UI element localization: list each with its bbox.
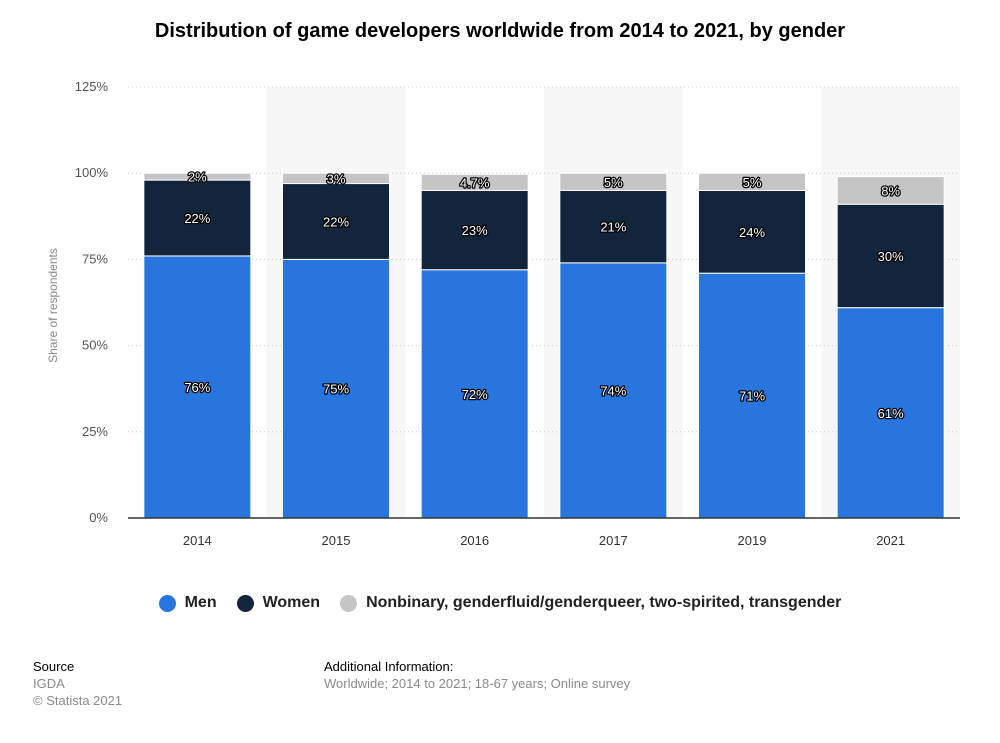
bar-segment-2017-nonbinary xyxy=(559,172,668,191)
data-label: 23% xyxy=(462,223,488,238)
bar-segment-2014-women xyxy=(143,179,252,257)
chart-legend: Men Women Nonbinary, genderfluid/genderq… xyxy=(0,594,1000,612)
bar-segment-2017-women xyxy=(559,189,668,264)
bar-segment-2016-women xyxy=(420,189,529,271)
x-tick-label: 2015 xyxy=(322,533,351,548)
y-tick-label: 125% xyxy=(75,79,109,94)
data-label: 74% xyxy=(600,383,626,398)
source-heading: Source xyxy=(33,659,75,674)
legend-marker-women xyxy=(236,594,254,612)
bar-segment-2016-men xyxy=(420,269,529,519)
data-label: 61% xyxy=(878,406,904,421)
bar-segment-2021-men xyxy=(836,307,945,519)
x-tick-label: 2017 xyxy=(599,533,628,548)
source-name: IGDA xyxy=(33,676,65,691)
legend-marker-nonbinary xyxy=(340,594,358,612)
data-label: 71% xyxy=(739,389,765,404)
x-tick-label: 2019 xyxy=(738,533,767,548)
y-tick-label: 100% xyxy=(75,165,109,180)
data-label: 76% xyxy=(184,380,210,395)
source-block: Source IGDA © Statista 2021 xyxy=(33,658,122,709)
y-tick-label: 25% xyxy=(82,424,108,439)
data-label: 5% xyxy=(743,175,762,190)
bar-segment-2019-nonbinary xyxy=(698,172,806,191)
bar-segment-2017-men xyxy=(559,262,668,519)
data-label: 22% xyxy=(323,214,349,229)
legend-item-men[interactable]: Men xyxy=(158,594,217,612)
data-label: 24% xyxy=(739,225,765,240)
x-tick-label: 2014 xyxy=(183,533,212,548)
bar-segment-2015-men xyxy=(282,258,390,519)
data-label: 8% xyxy=(881,183,900,198)
legend-item-nonbinary[interactable]: Nonbinary, genderfluid/genderqueer, two-… xyxy=(340,594,841,612)
data-label: 4.7% xyxy=(460,175,490,190)
data-label: 2% xyxy=(188,170,207,185)
legend-label-nonbinary: Nonbinary, genderfluid/genderqueer, two-… xyxy=(366,594,842,611)
legend-label-women: Women xyxy=(262,594,321,611)
y-axis-title: Share of respondents xyxy=(46,248,60,363)
data-label: 21% xyxy=(600,220,626,235)
bar-segment-2014-nonbinary xyxy=(143,172,252,181)
bar-segment-2019-women xyxy=(698,189,806,274)
bar-segment-2015-women xyxy=(282,183,390,260)
data-label: 22% xyxy=(184,211,210,226)
additional-info-heading: Additional Information: xyxy=(324,659,454,674)
additional-info-text: Worldwide; 2014 to 2021; 18-67 years; On… xyxy=(324,676,631,691)
legend-marker-men xyxy=(158,594,176,612)
legend-item-women[interactable]: Women xyxy=(236,594,321,612)
legend-label-men: Men xyxy=(184,594,217,611)
additional-info-block: Additional Information: Worldwide; 2014 … xyxy=(324,658,630,692)
x-tick-label: 2021 xyxy=(876,533,905,548)
y-tick-label: 0% xyxy=(89,510,108,525)
data-label: 72% xyxy=(462,387,488,402)
chart-title: Distribution of game developers worldwid… xyxy=(154,20,846,42)
y-tick-label: 75% xyxy=(82,251,108,266)
bar-segment-2021-women xyxy=(836,203,945,309)
bar-segment-2015-nonbinary xyxy=(282,172,390,185)
data-label: 3% xyxy=(327,171,346,186)
y-tick-label: 50% xyxy=(82,338,108,353)
data-label: 30% xyxy=(878,249,904,264)
x-tick-label: 2016 xyxy=(460,533,489,548)
bar-segment-2014-men xyxy=(143,255,252,519)
data-label: 75% xyxy=(323,382,349,397)
data-label: 5% xyxy=(604,175,623,190)
copyright-text: © Statista 2021 xyxy=(33,693,123,708)
bar-segment-2021-nonbinary xyxy=(836,176,945,205)
bar-segment-2016-nonbinary xyxy=(420,173,529,191)
